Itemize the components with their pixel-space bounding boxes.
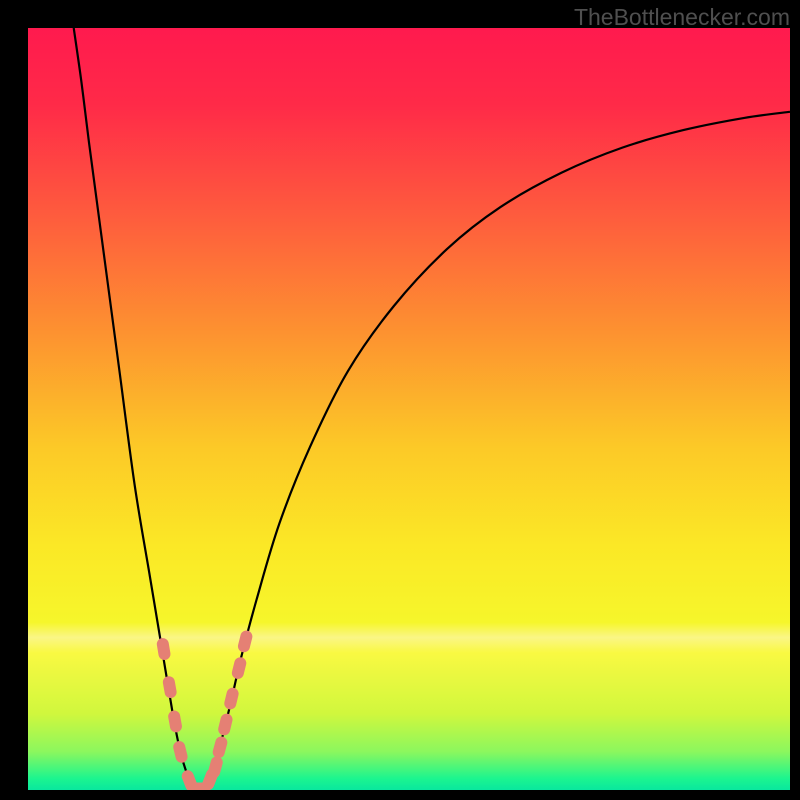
chart-frame: TheBottlenecker.com — [0, 0, 800, 800]
plot-area — [28, 28, 790, 790]
watermark-text: TheBottlenecker.com — [574, 4, 790, 31]
chart-svg — [28, 28, 790, 790]
gradient-background — [28, 28, 790, 790]
